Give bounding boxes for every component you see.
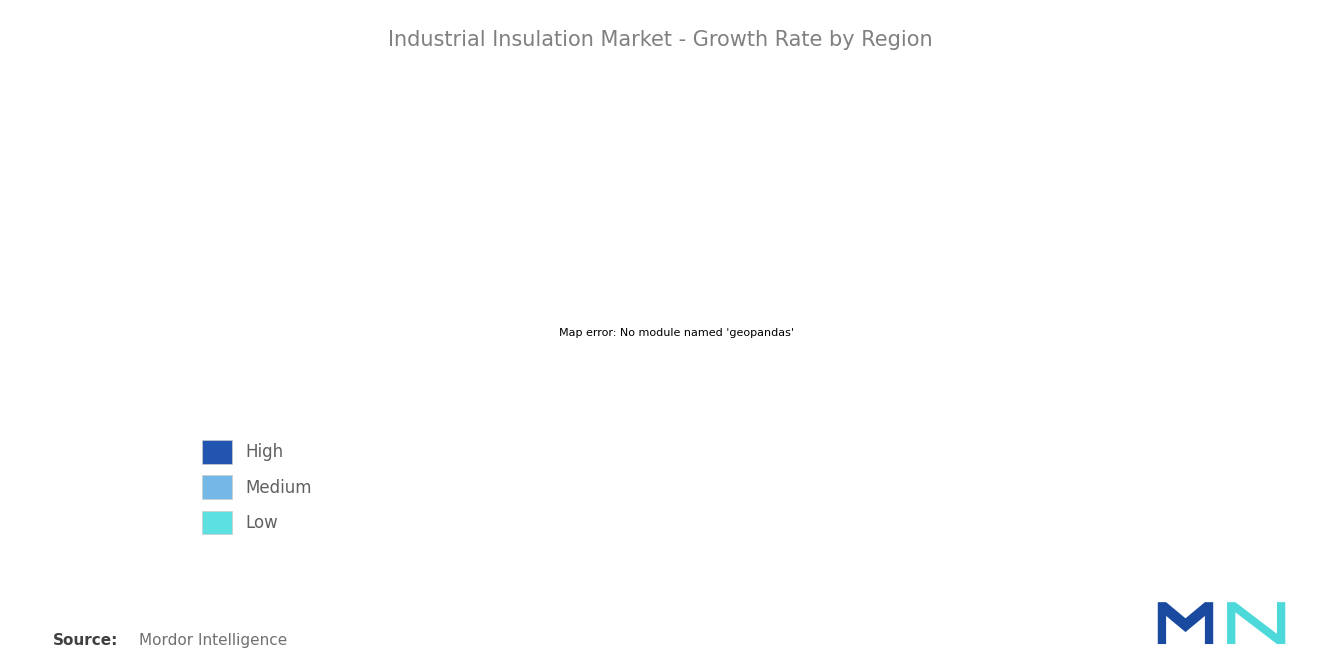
Text: Industrial Insulation Market - Growth Rate by Region: Industrial Insulation Market - Growth Ra…	[388, 30, 932, 50]
Text: Map error: No module named 'geopandas': Map error: No module named 'geopandas'	[558, 328, 795, 338]
Legend: High, Medium, Low: High, Medium, Low	[194, 432, 321, 543]
Polygon shape	[1158, 602, 1213, 644]
Text: Source:: Source:	[53, 633, 119, 648]
Polygon shape	[1228, 602, 1286, 644]
Text: Mordor Intelligence: Mordor Intelligence	[139, 633, 286, 648]
